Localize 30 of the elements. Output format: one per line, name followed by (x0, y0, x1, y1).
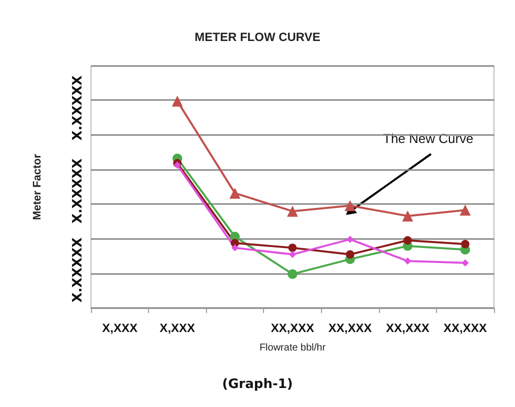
point (288, 250, 296, 258)
point (231, 244, 238, 252)
text: X.XXXXX (70, 237, 86, 303)
x-tick-label: X,XXX (160, 321, 196, 335)
x-axis-title: Flowrate bbl/hr (259, 342, 326, 354)
point (288, 244, 297, 252)
point (346, 236, 354, 243)
x-tick-label: XX,XXX (444, 321, 487, 335)
point (404, 258, 412, 265)
x-tick-label: XX,XXX (270, 321, 314, 335)
point (288, 269, 298, 279)
y-axis-title: Meter Factor (32, 153, 44, 220)
point (402, 210, 414, 222)
point (287, 206, 298, 217)
point (461, 240, 470, 248)
text: (Graph-1) (222, 377, 293, 392)
point (462, 259, 469, 266)
point (344, 200, 356, 212)
point (403, 236, 412, 245)
point (174, 162, 181, 169)
point (460, 204, 471, 216)
point (172, 96, 183, 107)
text: X.XXXXX (70, 75, 86, 141)
x-tick-label: X,XXX (102, 321, 138, 335)
x-tick-label: XX,XXX (328, 321, 372, 335)
point (346, 250, 354, 259)
text: X.XXXXX (70, 158, 86, 224)
point (229, 188, 240, 199)
x-tick-label: XX,XXX (386, 321, 430, 335)
chart-title: METER FLOW CURVE (194, 30, 320, 44)
